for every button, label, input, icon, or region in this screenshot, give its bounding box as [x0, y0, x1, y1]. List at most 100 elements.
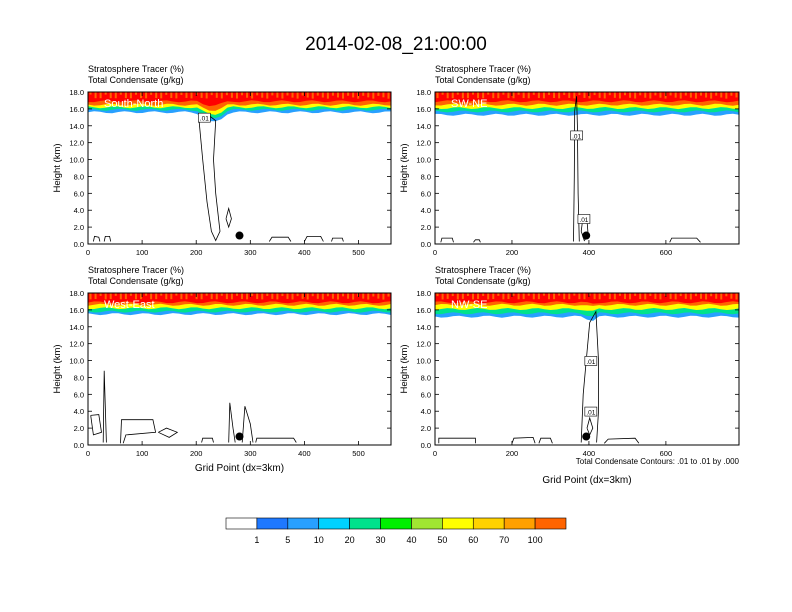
tracer-streak — [129, 293, 132, 296]
tracer-streak — [446, 92, 449, 99]
tracer-streak — [583, 92, 586, 98]
tracer-streak — [342, 293, 345, 297]
tracer-streak — [639, 92, 642, 96]
plot-frame — [434, 292, 740, 446]
tracer-streak — [553, 92, 556, 99]
tracer-streak — [603, 293, 606, 296]
tracer-streak — [700, 92, 702, 96]
tracer-streak — [281, 92, 284, 99]
tracer-streak — [466, 92, 469, 99]
contour-label-box — [577, 214, 591, 224]
condensate-contour — [102, 370, 107, 443]
tracer-band — [88, 92, 391, 107]
tracer-streak — [94, 92, 97, 99]
tracer-streak — [684, 293, 687, 299]
tracer-streak — [200, 92, 203, 98]
tracer-streak — [114, 92, 117, 99]
tracer-streak — [624, 293, 626, 300]
chart-panel: West-East Stratosphere Tracer (%)Total Co… — [52, 265, 392, 474]
colorbar-label: 1 — [254, 535, 259, 545]
tracer-streak — [175, 293, 178, 296]
tracer-streak — [296, 92, 299, 99]
tracer-streak — [347, 293, 350, 299]
tracer-streak — [170, 293, 173, 300]
tracer-streak — [200, 293, 203, 300]
tracer-streak — [321, 293, 324, 300]
tracer-streak — [271, 92, 274, 96]
tracer-streak — [170, 92, 173, 98]
condensate-contour — [580, 310, 599, 443]
tracer-streak — [140, 92, 143, 99]
colorbar-box — [256, 517, 289, 530]
tracer-streak — [134, 293, 137, 300]
x-tick-label: 600 — [660, 248, 673, 257]
condensate-contour — [473, 239, 481, 243]
x-tick-label: 100 — [136, 248, 149, 257]
tracer-band — [435, 92, 739, 103]
tracer-streak — [608, 293, 611, 300]
tracer-streak — [140, 293, 143, 300]
tracer-streak — [104, 293, 107, 300]
tracer-streak — [715, 293, 718, 299]
tracer-streak — [150, 92, 153, 95]
condensate-contour — [604, 437, 640, 444]
tracer-streak — [94, 293, 97, 299]
y-axis-label: Height (km) — [399, 344, 410, 393]
tracer-streak — [705, 92, 708, 98]
y-tick-label: 4.0 — [74, 407, 84, 416]
y-tick-label: 8.0 — [421, 172, 431, 181]
y-tick-label: 18.0 — [69, 88, 84, 97]
tracer-streak — [527, 92, 530, 99]
tracer-streak — [225, 92, 228, 96]
tracer-streak — [326, 92, 329, 99]
tracer-streak — [331, 92, 334, 96]
tracer-streak — [456, 92, 459, 95]
x-tick-label: 500 — [352, 248, 365, 257]
tracer-streak — [119, 293, 122, 300]
tracer-streak — [502, 293, 505, 300]
colorbar-label: 30 — [376, 535, 386, 545]
tracer-band — [435, 293, 739, 304]
tracer-streak — [446, 293, 449, 299]
y-tick-label: 18.0 — [416, 88, 431, 97]
y-tick-label: 0.0 — [74, 240, 84, 249]
tracer-streak — [649, 92, 652, 99]
y-axis-label: Height (km) — [52, 344, 63, 393]
tracer-streak — [362, 293, 365, 299]
panel-inset-label: West-East — [104, 299, 155, 311]
x-axis-label: Grid Point (dx=3km) — [542, 475, 631, 486]
tracer-streak — [517, 92, 520, 95]
tracer-streak — [220, 92, 223, 99]
plot-frame — [87, 91, 392, 245]
tracer-streak — [251, 293, 254, 296]
condensate-contour — [228, 402, 236, 443]
tracer-streak — [291, 92, 294, 98]
y-tick-label: 0.0 — [74, 441, 84, 450]
tracer-streak — [316, 92, 319, 96]
x-tick-label: 200 — [190, 449, 203, 458]
tracer-streak — [261, 293, 264, 300]
y-tick-label: 4.0 — [421, 206, 431, 215]
condensate-contour — [120, 419, 157, 444]
tracer-streak — [694, 92, 697, 99]
x-tick-label: 0 — [86, 449, 90, 458]
tracer-streak — [689, 92, 692, 98]
tracer-streak — [367, 92, 370, 98]
tracer-streak — [185, 92, 188, 98]
condensate-contour — [586, 416, 594, 436]
y-tick-label: 12.0 — [69, 340, 84, 349]
contour-label-box — [570, 130, 583, 141]
tracer-streak — [522, 92, 525, 99]
condensate-contour — [255, 437, 297, 443]
colorbar-box — [472, 517, 505, 530]
x-tick-label: 600 — [660, 449, 673, 458]
condensate-contour — [225, 206, 232, 229]
y-tick-label: 12.0 — [416, 340, 431, 349]
tracer-streak — [466, 293, 469, 296]
tracer-streak — [246, 92, 249, 98]
tracer-streak — [527, 293, 530, 296]
tracer-streak — [502, 92, 505, 95]
tracer-streak — [451, 92, 454, 99]
colorbar-box — [503, 517, 536, 530]
